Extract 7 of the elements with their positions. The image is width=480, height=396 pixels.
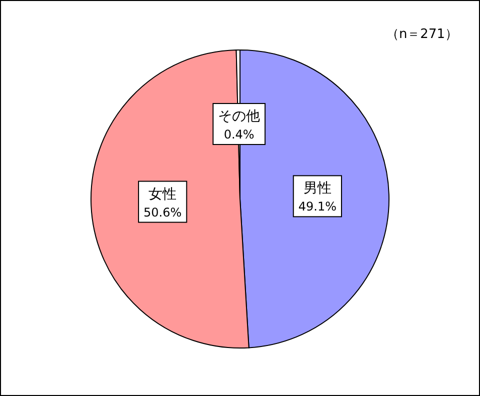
data-label: 50.6%	[144, 205, 182, 220]
data-label: 49.1%	[298, 200, 337, 214]
slice-label: その他	[218, 108, 260, 125]
data-label: 0.4%	[224, 128, 254, 142]
slice-label: 女性	[148, 186, 177, 202]
slice-label: 男性	[303, 180, 332, 197]
text: （n＝271）	[386, 27, 458, 42]
